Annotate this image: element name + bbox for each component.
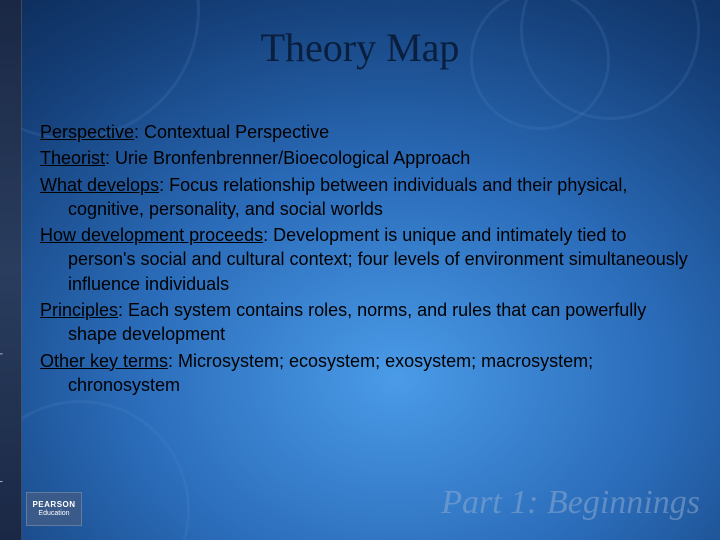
- logo-sub: Education: [38, 510, 69, 518]
- item-text: : Each system contains roles, norms, and…: [68, 300, 646, 344]
- slide-title: Theory Map: [0, 24, 720, 71]
- sidebar-book-title: Development Across the Life Span - Rober…: [0, 223, 3, 520]
- item-key-terms: Other key terms: Microsystem; ecosystem;…: [40, 349, 690, 398]
- item-what-develops: What develops: Focus relationship betwee…: [40, 173, 690, 222]
- item-text: : Urie Bronfenbrenner/Bioecological Appr…: [105, 148, 470, 168]
- item-label: How development proceeds: [40, 225, 263, 245]
- item-label: Theorist: [40, 148, 105, 168]
- item-principles: Principles: Each system contains roles, …: [40, 298, 690, 347]
- item-label: Perspective: [40, 122, 134, 142]
- pearson-logo: PEARSON Education: [26, 492, 82, 526]
- sidebar: Development Across the Life Span - Rober…: [0, 0, 22, 540]
- item-label: Other key terms: [40, 351, 168, 371]
- content-body: Perspective: Contextual Perspective Theo…: [40, 120, 690, 399]
- item-how-proceeds: How development proceeds: Development is…: [40, 223, 690, 296]
- item-theorist: Theorist: Urie Bronfenbrenner/Bioecologi…: [40, 146, 690, 170]
- item-perspective: Perspective: Contextual Perspective: [40, 120, 690, 144]
- slide: Development Across the Life Span - Rober…: [0, 0, 720, 540]
- item-label: Principles: [40, 300, 118, 320]
- item-text: : Contextual Perspective: [134, 122, 329, 142]
- footer-part-label: Part 1: Beginnings: [441, 484, 700, 522]
- logo-brand: PEARSON: [32, 501, 75, 510]
- item-label: What develops: [40, 175, 159, 195]
